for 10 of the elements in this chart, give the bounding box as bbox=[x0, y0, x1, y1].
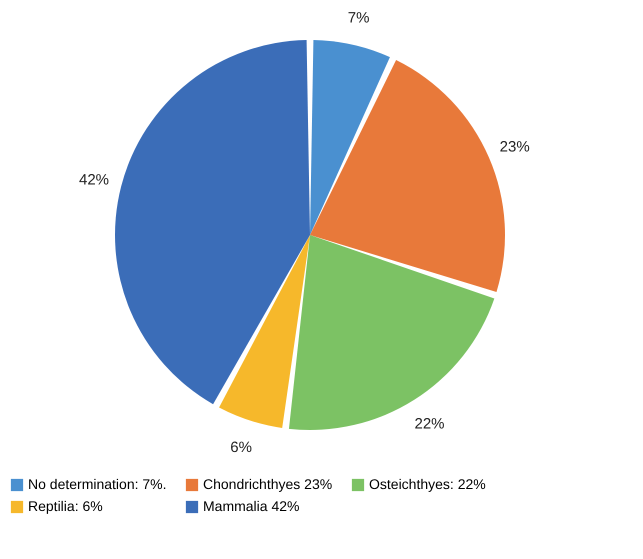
legend-label: Reptilia: 6% bbox=[28, 498, 103, 514]
data-label: 42% bbox=[78, 172, 110, 189]
data-label: 22% bbox=[414, 415, 445, 432]
legend-label: Mammalia 42% bbox=[203, 498, 300, 514]
legend-label: Osteichthyes: 22% bbox=[369, 476, 486, 492]
legend-label: Chondrichthyes 23% bbox=[203, 476, 332, 492]
legend-label: No determination: 7%. bbox=[28, 476, 167, 492]
data-label: 6% bbox=[230, 439, 252, 456]
data-label: 23% bbox=[500, 138, 530, 156]
data-label: 7% bbox=[348, 9, 370, 26]
